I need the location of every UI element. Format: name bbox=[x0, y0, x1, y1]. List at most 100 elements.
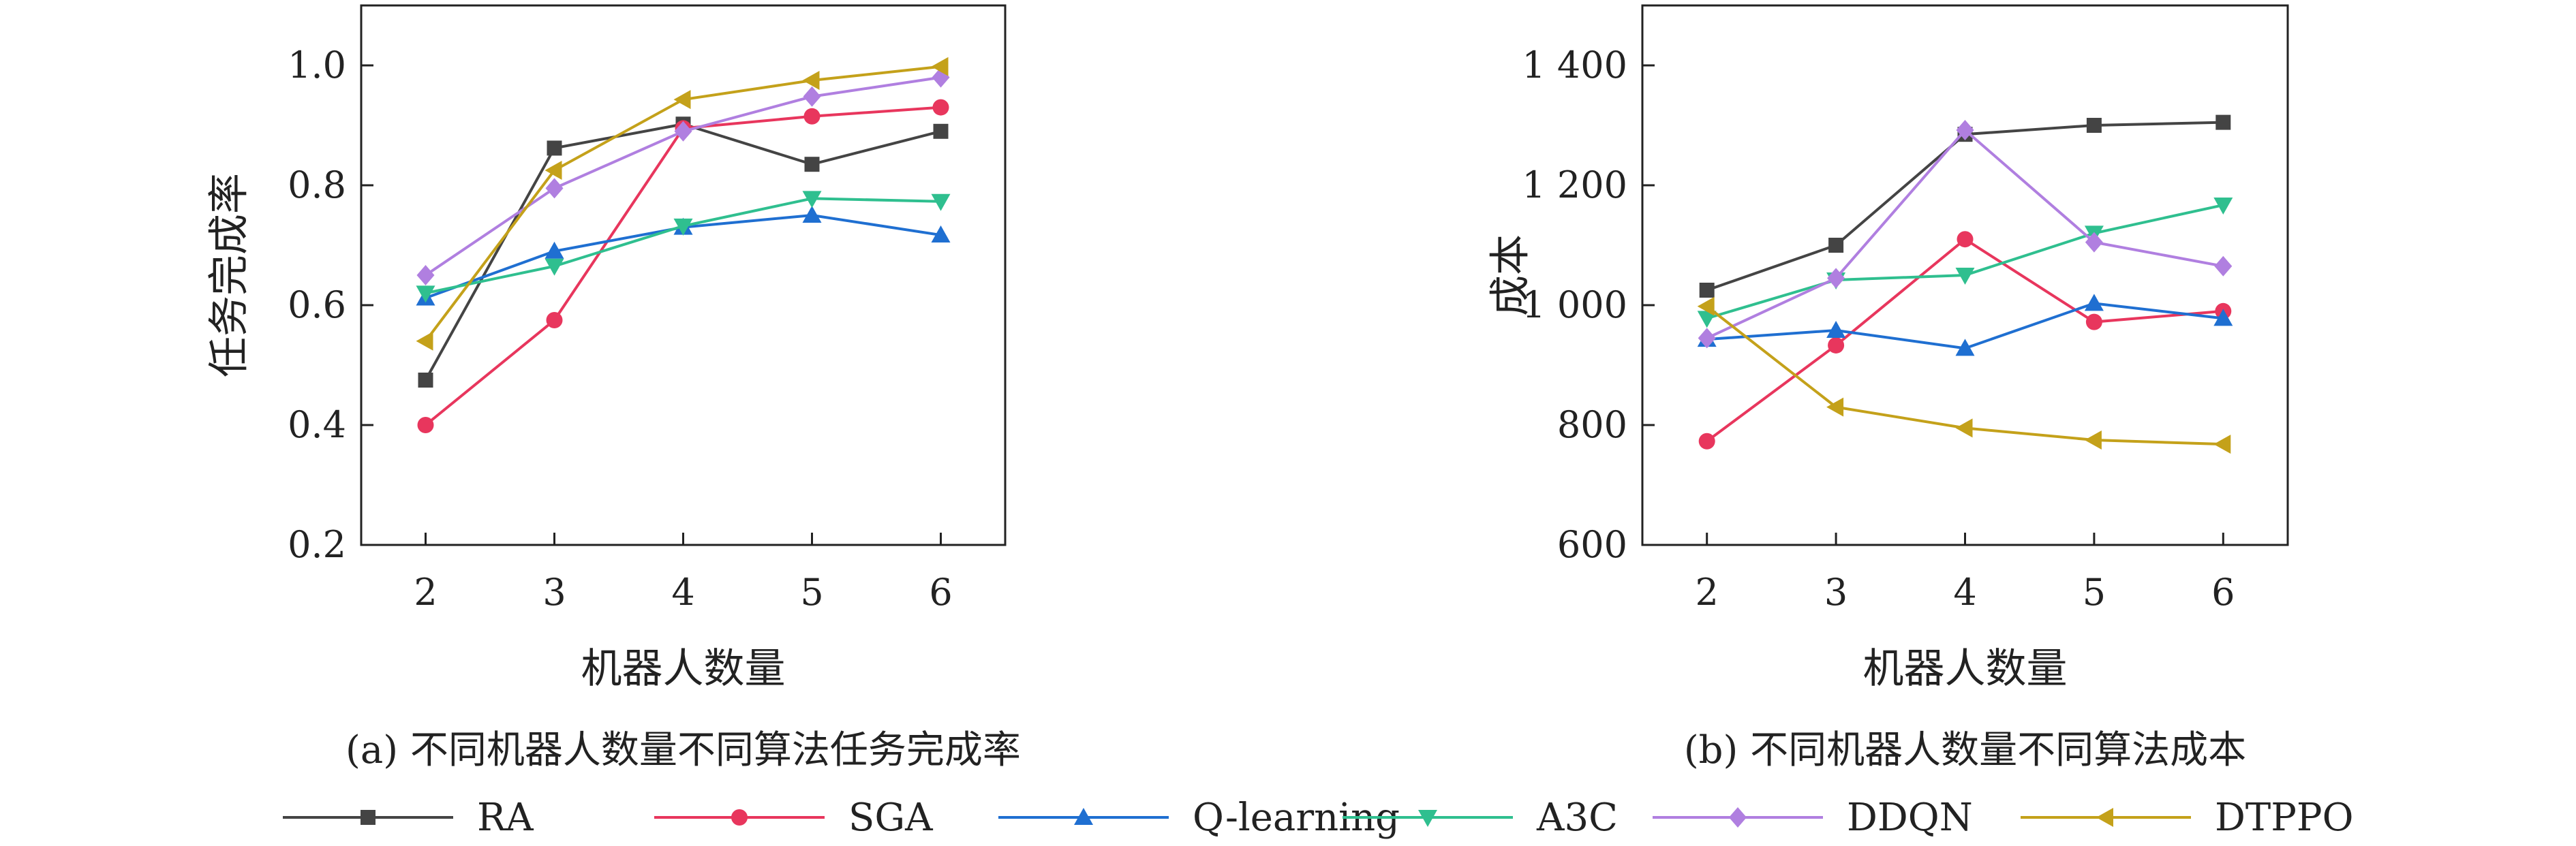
legend-item-dtppo: DTPPO bbox=[2021, 796, 2354, 840]
data-point-q-learning bbox=[545, 241, 564, 259]
legend-item-q-learning: Q-learning bbox=[998, 796, 1400, 840]
data-point-dtppo bbox=[673, 90, 691, 110]
data-point-sga bbox=[417, 417, 434, 433]
legend-label: SGA bbox=[848, 796, 933, 840]
data-point-ra bbox=[2215, 114, 2231, 130]
x-tick-label: 3 bbox=[1824, 571, 1847, 614]
data-point-ddqn bbox=[803, 86, 821, 107]
y-axis-title: 任务完成率 bbox=[206, 173, 254, 377]
data-point-a3c bbox=[802, 191, 822, 208]
data-point-sga bbox=[803, 108, 821, 125]
series-line-a3c bbox=[425, 197, 941, 295]
legend-marker-dtppo bbox=[2096, 808, 2113, 827]
y-tick-label: 1 200 bbox=[1522, 163, 1627, 206]
data-point-a3c bbox=[931, 193, 951, 211]
legend-item-ra: RA bbox=[283, 796, 534, 840]
x-tick-label: 6 bbox=[929, 571, 952, 614]
data-point-ddqn bbox=[1956, 120, 1974, 141]
x-tick-label: 5 bbox=[2083, 571, 2106, 614]
data-point-ddqn bbox=[1827, 268, 1845, 289]
legend-label: RA bbox=[477, 796, 534, 840]
data-point-q-learning bbox=[931, 225, 951, 243]
data-point-ra bbox=[2086, 118, 2102, 133]
data-point-ddqn bbox=[545, 178, 564, 199]
data-point-ra bbox=[933, 123, 949, 139]
data-point-ra bbox=[1828, 238, 1844, 253]
data-point-ddqn bbox=[416, 265, 435, 285]
data-point-sga bbox=[2085, 313, 2102, 330]
x-tick-label: 2 bbox=[1696, 571, 1719, 614]
data-point-dtppo bbox=[1697, 296, 1715, 316]
panel-caption: (a) 不同机器人数量不同算法任务完成率 bbox=[346, 728, 1021, 772]
legend-label: DDQN bbox=[1847, 796, 1973, 840]
panel-cost: 600 800 1 000 1 200 1 400 2 3 4 5 6 机器人数量 成本 (b) 不同机… bbox=[1487, 4, 2289, 772]
legend-label: DTPPO bbox=[2215, 796, 2354, 840]
data-point-sga bbox=[1828, 336, 1845, 354]
data-point-a3c bbox=[2213, 198, 2233, 215]
legend-marker-a3c bbox=[1418, 810, 1437, 827]
series-line-sga bbox=[425, 106, 941, 426]
panel-caption: (b) 不同机器人数量不同算法成本 bbox=[1684, 728, 2246, 772]
legend-item-sga: SGA bbox=[654, 796, 933, 840]
plot-frame bbox=[360, 4, 1007, 546]
data-point-dtppo bbox=[1826, 397, 1844, 417]
data-point-a3c bbox=[1697, 311, 1717, 328]
legend-item-ddqn: DDQN bbox=[1653, 796, 1973, 840]
data-point-sga bbox=[1698, 433, 1715, 450]
data-point-sga bbox=[932, 99, 949, 116]
y-tick-label: 1 000 bbox=[1522, 283, 1627, 326]
data-point-dtppo bbox=[2213, 435, 2231, 454]
x-tick-label: 4 bbox=[1953, 571, 1976, 614]
data-point-dtppo bbox=[545, 161, 562, 180]
data-point-a3c bbox=[545, 258, 564, 276]
x-axis-title: 机器人数量 bbox=[1863, 645, 2068, 693]
data-point-ra bbox=[1699, 283, 1715, 298]
y-tick-label: 0.4 bbox=[288, 403, 346, 446]
data-point-q-learning bbox=[1826, 320, 1846, 338]
legend: RA SGA Q-learning A3C DDQN DTPPO bbox=[283, 796, 2354, 840]
data-point-q-learning bbox=[2213, 309, 2233, 326]
data-point-ddqn bbox=[2085, 232, 2103, 253]
legend-marker-sga bbox=[731, 809, 748, 826]
x-tick-label: 5 bbox=[800, 571, 823, 614]
y-tick-label: 0.2 bbox=[288, 523, 346, 566]
data-point-a3c bbox=[673, 218, 693, 236]
data-point-ra bbox=[804, 157, 820, 172]
y-tick-label: 0.6 bbox=[288, 283, 346, 326]
x-tick-label: 4 bbox=[671, 571, 694, 614]
x-tick-label: 6 bbox=[2211, 571, 2235, 614]
series-line-ra bbox=[424, 123, 941, 381]
y-tick-label: 1 400 bbox=[1522, 44, 1627, 87]
y-tick-label: 1.0 bbox=[288, 44, 346, 87]
data-point-a3c bbox=[1955, 268, 1975, 285]
legend-marker-ra bbox=[361, 810, 375, 825]
data-point-q-learning bbox=[802, 206, 822, 223]
series-line-ra bbox=[1706, 121, 2224, 292]
data-point-sga bbox=[1957, 231, 1974, 248]
data-point-ddqn bbox=[2214, 255, 2233, 277]
data-point-dtppo bbox=[1955, 418, 1973, 438]
y-tick-label: 0.8 bbox=[288, 163, 346, 206]
y-tick-label: 800 bbox=[1557, 403, 1627, 446]
panel-task-completion-rate: 0.2 0.4 0.6 0.8 1.0 2 3 4 5 6 机器人数量 任务完成率 (a) 不同机器人数… bbox=[206, 4, 1021, 772]
legend-label: A3C bbox=[1536, 796, 1618, 840]
legend-item-a3c: A3C bbox=[1343, 796, 1618, 840]
data-point-dtppo bbox=[2084, 430, 2102, 450]
data-point-ra bbox=[418, 373, 433, 388]
data-point-dtppo bbox=[802, 71, 820, 90]
y-axis-title: 成本 bbox=[1487, 234, 1535, 316]
y-tick-label: 600 bbox=[1557, 523, 1627, 566]
data-point-q-learning bbox=[1955, 339, 1975, 356]
x-axis-title: 机器人数量 bbox=[581, 645, 786, 693]
legend-marker-ddqn bbox=[1729, 807, 1747, 828]
data-point-q-learning bbox=[2084, 294, 2104, 311]
data-point-ddqn bbox=[1698, 328, 1716, 349]
data-point-a3c bbox=[416, 285, 435, 303]
data-point-ra bbox=[547, 140, 562, 156]
x-tick-label: 2 bbox=[414, 571, 437, 614]
data-point-dtppo bbox=[416, 331, 433, 351]
series-line-dtppo bbox=[424, 65, 941, 343]
legend-marker-q-learning bbox=[1074, 808, 1093, 825]
data-point-dtppo bbox=[931, 57, 949, 76]
